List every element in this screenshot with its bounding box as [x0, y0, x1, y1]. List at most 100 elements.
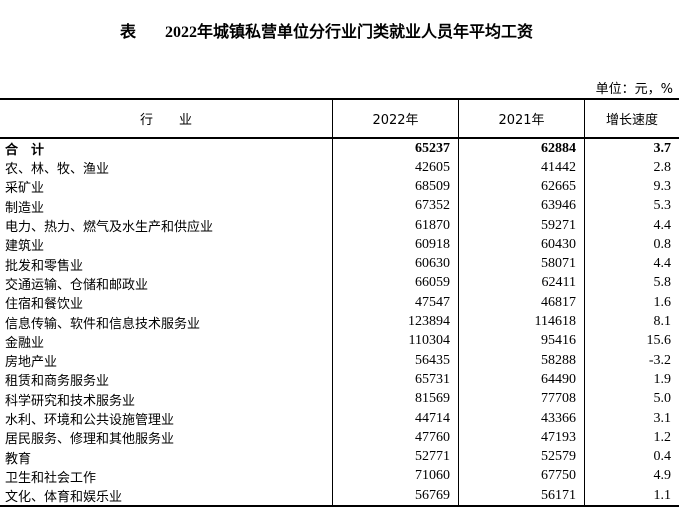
value-2021-cell: 56171 — [458, 486, 585, 508]
value-2022-cell: 81569 — [332, 389, 459, 409]
growth-cell: 3.7 — [584, 138, 679, 158]
industry-cell: 电力、热力、燃气及水生产和供应业 — [5, 220, 214, 236]
growth-cell: 1.9 — [584, 370, 679, 390]
value-2022-cell: 47547 — [332, 293, 459, 313]
value-2021-cell: 64490 — [458, 370, 585, 390]
industry-cell: 住宿和餐饮业 — [5, 297, 84, 313]
header-row: 行 业 2022年 2021年 增长速度 — [0, 98, 679, 139]
growth-cell: 9.3 — [584, 177, 679, 197]
table-row: 批发和零售业 60630 58071 4.4 — [0, 254, 679, 274]
header-2022: 2022年 — [332, 98, 459, 139]
value-2021-cell: 46817 — [458, 293, 585, 313]
value-2022-cell: 52771 — [332, 447, 459, 467]
table-row: 住宿和餐饮业 47547 46817 1.6 — [0, 293, 679, 313]
value-2022-cell: 42605 — [332, 158, 459, 178]
growth-cell: 5.0 — [584, 389, 679, 409]
header-2021: 2021年 — [458, 98, 585, 139]
table-title-text: 2022年城镇私营单位分行业门类就业人员年平均工资 — [165, 24, 534, 41]
table-row: 电力、热力、燃气及水生产和供应业 61870 59271 4.4 — [0, 215, 679, 236]
value-2022-cell: 60630 — [332, 254, 459, 274]
table-row: 制造业 67352 63946 5.3 — [0, 196, 679, 216]
value-2022-cell: 44714 — [332, 408, 459, 429]
value-2022-cell: 123894 — [332, 312, 459, 332]
growth-cell: 4.4 — [584, 254, 679, 274]
table-row: 采矿业 68509 62665 9.3 — [0, 177, 679, 197]
industry-cell: 农、林、牧、渔业 — [5, 162, 110, 178]
value-2022-cell: 60918 — [332, 235, 459, 255]
table-row: 交通运输、仓储和邮政业 66059 62411 5.8 — [0, 273, 679, 294]
value-2021-cell: 52579 — [458, 447, 585, 467]
header-growth: 增长速度 — [584, 98, 679, 139]
growth-cell: 0.4 — [584, 447, 679, 467]
value-2021-cell: 47193 — [458, 428, 585, 448]
table-row: 建筑业 60918 60430 0.8 — [0, 235, 679, 255]
growth-cell: 1.6 — [584, 293, 679, 313]
table-row: 文化、体育和娱乐业 56769 56171 1.1 — [0, 486, 679, 508]
growth-cell: 2.8 — [584, 158, 679, 178]
table-row: 农、林、牧、渔业 42605 41442 2.8 — [0, 158, 679, 178]
industry-cell: 居民服务、修理和其他服务业 — [5, 432, 175, 448]
table-row: 卫生和社会工作 71060 67750 4.9 — [0, 466, 679, 487]
wage-table: 行 业 2022年 2021年 增长速度 合 计 65237 62884 3.7 农、林… — [0, 98, 679, 508]
growth-cell: 3.1 — [584, 408, 679, 429]
industry-cell: 科学研究和技术服务业 — [5, 393, 136, 409]
value-2022-cell: 65237 — [332, 138, 459, 158]
value-2021-cell: 63946 — [458, 196, 585, 216]
table-label: 表 — [120, 24, 137, 41]
unit-note: 单位：元，% — [595, 82, 673, 97]
growth-cell: 1.2 — [584, 428, 679, 448]
value-2021-cell: 67750 — [458, 466, 585, 487]
table-row: 科学研究和技术服务业 81569 77708 5.0 — [0, 389, 679, 409]
value-2022-cell: 71060 — [332, 466, 459, 487]
industry-cell: 租赁和商务服务业 — [5, 374, 110, 390]
header-industry: 行 业 — [0, 98, 333, 139]
value-2021-cell: 62411 — [458, 273, 585, 294]
total-row: 合 计 65237 62884 3.7 — [0, 138, 679, 158]
value-2022-cell: 66059 — [332, 273, 459, 294]
value-2021-cell: 59271 — [458, 215, 585, 236]
industry-cell: 批发和零售业 — [5, 258, 84, 274]
growth-cell: 4.9 — [584, 466, 679, 487]
growth-cell: 5.3 — [584, 196, 679, 216]
growth-cell: 8.1 — [584, 312, 679, 332]
industry-cell: 制造业 — [5, 200, 45, 216]
value-2022-cell: 47760 — [332, 428, 459, 448]
value-2021-cell: 62884 — [458, 138, 585, 158]
table-row: 居民服务、修理和其他服务业 47760 47193 1.2 — [0, 428, 679, 448]
value-2022-cell: 56435 — [332, 350, 459, 371]
industry-cell: 卫生和社会工作 — [5, 470, 97, 486]
industry-cell: 金融业 — [5, 335, 45, 351]
value-2021-cell: 43366 — [458, 408, 585, 429]
value-2022-cell: 67352 — [332, 196, 459, 216]
table-row: 金融业 110304 95416 15.6 — [0, 331, 679, 351]
growth-cell: -3.2 — [584, 350, 679, 371]
value-2021-cell: 95416 — [458, 331, 585, 351]
value-2021-cell: 77708 — [458, 389, 585, 409]
value-2021-cell: 41442 — [458, 158, 585, 178]
value-2022-cell: 65731 — [332, 370, 459, 390]
value-2022-cell: 56769 — [332, 486, 459, 508]
industry-cell: 建筑业 — [5, 239, 45, 255]
growth-cell: 5.8 — [584, 273, 679, 294]
industry-cell: 交通运输、仓储和邮政业 — [5, 277, 149, 293]
table-row: 房地产业 56435 58288 -3.2 — [0, 350, 679, 371]
table-row: 租赁和商务服务业 65731 64490 1.9 — [0, 370, 679, 390]
growth-cell: 15.6 — [584, 331, 679, 351]
value-2022-cell: 110304 — [332, 331, 459, 351]
growth-cell: 4.4 — [584, 215, 679, 236]
industry-cell: 采矿业 — [5, 181, 45, 197]
table-row: 水利、环境和公共设施管理业 44714 43366 3.1 — [0, 408, 679, 429]
industry-cell: 信息传输、软件和信息技术服务业 — [5, 316, 201, 332]
value-2021-cell: 114618 — [458, 312, 585, 332]
value-2021-cell: 58071 — [458, 254, 585, 274]
table-row: 信息传输、软件和信息技术服务业 123894 114618 8.1 — [0, 312, 679, 332]
growth-cell: 1.1 — [584, 486, 679, 508]
value-2021-cell: 60430 — [458, 235, 585, 255]
value-2021-cell: 62665 — [458, 177, 585, 197]
industry-cell: 文化、体育和娱乐业 — [0, 486, 333, 508]
industry-cell: 合 计 — [5, 143, 45, 158]
industry-cell: 水利、环境和公共设施管理业 — [5, 413, 175, 428]
value-2021-cell: 58288 — [458, 350, 585, 371]
value-2022-cell: 61870 — [332, 215, 459, 236]
value-2022-cell: 68509 — [332, 177, 459, 197]
